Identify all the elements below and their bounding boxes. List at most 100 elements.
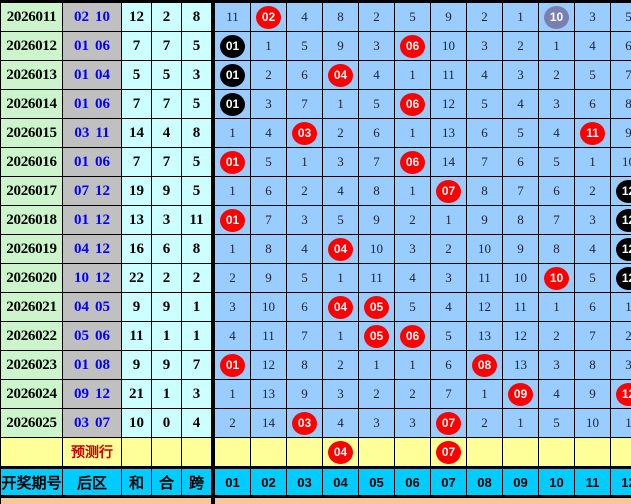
period-cell[interactable]: 2026016 xyxy=(0,147,63,177)
header-period[interactable]: 开奖期号 xyxy=(0,466,63,497)
dist-value: 3 xyxy=(337,154,344,169)
header-number-04[interactable]: 04 xyxy=(322,466,359,497)
sum-cell: 5 xyxy=(121,60,152,90)
header-number-08[interactable]: 08 xyxy=(466,466,503,497)
header-number-03[interactable]: 03 xyxy=(286,466,323,497)
dist-value: 1 xyxy=(409,183,416,198)
prediction-cell-04[interactable]: 04 xyxy=(322,437,359,468)
period-cell[interactable]: 2026021 xyxy=(0,292,63,322)
dist-value: 1 xyxy=(409,357,416,372)
prediction-cell-09[interactable] xyxy=(502,437,539,468)
he-cell: 7 xyxy=(151,147,182,177)
dist-cell-11: 3 xyxy=(574,205,611,235)
period-cell[interactable]: 2026012 xyxy=(0,31,63,61)
he-cell: 6 xyxy=(151,234,182,264)
back-zone-number: 07 xyxy=(95,414,110,431)
dist-value: 3 xyxy=(229,299,236,314)
dist-cell-05: 9 xyxy=(358,205,395,235)
back-zone-cell: 01 04 xyxy=(62,60,122,90)
period-cell[interactable]: 2026024 xyxy=(0,379,63,409)
period-cell[interactable]: 2026023 xyxy=(0,350,63,380)
dist-value: 3 xyxy=(553,357,560,372)
dist-value: 5 xyxy=(481,96,488,111)
period-cell[interactable]: 2026011 xyxy=(0,0,63,32)
dist-cell-04: 1 xyxy=(322,321,359,351)
dist-cell-08: 3 xyxy=(466,31,503,61)
header-number-01[interactable]: 01 xyxy=(211,466,251,497)
dist-value: 6 xyxy=(301,67,308,82)
period-cell[interactable]: 2026014 xyxy=(0,89,63,119)
back-zone-cell: 09 12 xyxy=(62,379,122,409)
dist-cell-04: 04 xyxy=(322,234,359,264)
dist-value: 2 xyxy=(517,38,524,53)
header-number-07[interactable]: 07 xyxy=(430,466,467,497)
header-number-05[interactable]: 05 xyxy=(358,466,395,497)
dist-value: 2 xyxy=(373,386,380,401)
back-zone-cell: 01 06 xyxy=(62,31,122,61)
dist-cell-03: 9 xyxy=(286,379,323,409)
header-he[interactable]: 合 xyxy=(151,466,182,497)
dist-cell-01: 01 xyxy=(211,350,251,380)
header-sum[interactable]: 和 xyxy=(121,466,152,497)
dist-cell-05: 2 xyxy=(358,0,395,32)
dist-cell-05: 8 xyxy=(358,176,395,206)
prediction-cell-02[interactable] xyxy=(250,437,287,468)
dist-value: 8 xyxy=(265,241,272,256)
prediction-cell-06[interactable] xyxy=(394,437,431,468)
prediction-cell-08[interactable] xyxy=(466,437,503,468)
dist-value: 4 xyxy=(337,415,344,430)
prediction-cell-01[interactable] xyxy=(211,437,251,468)
dist-cell-04: 4 xyxy=(322,408,359,438)
period-cell[interactable]: 2026017 xyxy=(0,176,63,206)
period-cell[interactable]: 2026018 xyxy=(0,205,63,235)
dist-cell-01: 01 xyxy=(211,147,251,177)
header-number-10[interactable]: 10 xyxy=(538,466,575,497)
period-cell[interactable]: 2026015 xyxy=(0,118,63,148)
back-zone-number: 01 xyxy=(74,37,89,54)
prediction-cell-10[interactable] xyxy=(538,437,575,468)
span-cell: 1 xyxy=(181,292,214,322)
header-back-zone[interactable]: 后区 xyxy=(62,466,122,497)
header-number-02[interactable]: 02 xyxy=(250,466,287,497)
header-number-06[interactable]: 06 xyxy=(394,466,431,497)
period-cell[interactable]: 2026020 xyxy=(0,263,63,293)
back-zone-number: 02 xyxy=(74,8,89,25)
prediction-cell-03[interactable] xyxy=(286,437,323,468)
he-cell: 9 xyxy=(151,176,182,206)
dist-value: 2 xyxy=(337,125,344,140)
prediction-stat-blank-2 xyxy=(151,437,182,468)
header-span[interactable]: 跨 xyxy=(181,466,214,497)
dist-cell-04: 8 xyxy=(322,0,359,32)
dist-cell-03: 7 xyxy=(286,321,323,351)
header-number-11[interactable]: 11 xyxy=(574,466,611,497)
back-zone-cell: 04 12 xyxy=(62,234,122,264)
dist-value: 3 xyxy=(625,357,631,372)
dist-value: 9 xyxy=(265,270,272,285)
period-cell[interactable]: 2026013 xyxy=(0,60,63,90)
dist-cell-12: 12 xyxy=(610,234,631,264)
dist-cell-08: 08 xyxy=(466,350,503,380)
prediction-cell-12[interactable] xyxy=(610,437,631,468)
prediction-cell-07[interactable]: 07 xyxy=(430,437,467,468)
period-cell[interactable]: 2026022 xyxy=(0,321,63,351)
dist-value: 8 xyxy=(373,183,380,198)
ball-marker-red: 07 xyxy=(436,179,461,203)
prediction-row: 预测行 04 07 xyxy=(0,437,631,468)
dist-cell-07: 6 xyxy=(430,350,467,380)
dist-cell-02: 6 xyxy=(250,176,287,206)
header-number-09[interactable]: 09 xyxy=(502,466,539,497)
span-cell: 3 xyxy=(181,60,214,90)
period-cell[interactable]: 2026025 xyxy=(0,408,63,438)
dist-value: 5 xyxy=(409,9,416,24)
back-zone-number: 01 xyxy=(74,356,89,373)
period-cell[interactable]: 2026019 xyxy=(0,234,63,264)
dist-cell-01: 1 xyxy=(211,176,251,206)
dist-cell-07: 5 xyxy=(430,321,467,351)
prediction-cell-11[interactable] xyxy=(574,437,611,468)
dist-value: 3 xyxy=(373,415,380,430)
footer-left-title: 号 码 表 xyxy=(0,495,214,504)
header-number-12[interactable]: 12 xyxy=(610,466,631,497)
dist-value: 1 xyxy=(445,212,452,227)
prediction-cell-05[interactable] xyxy=(358,437,395,468)
dist-cell-07: 9 xyxy=(430,0,467,32)
